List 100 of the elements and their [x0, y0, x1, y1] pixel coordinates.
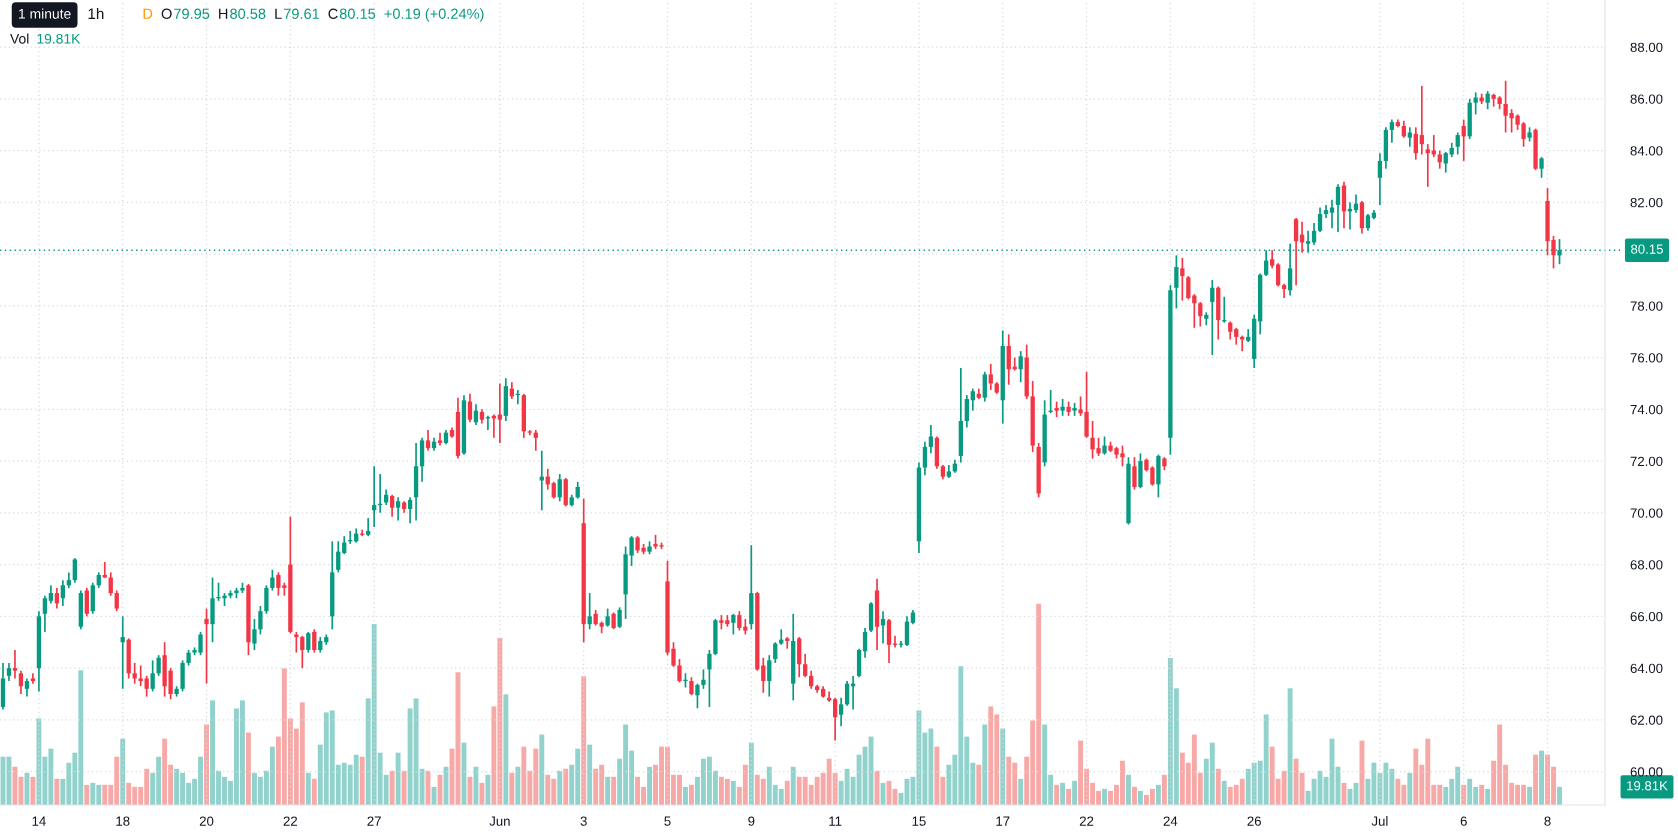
bar — [1287, 688, 1293, 805]
candlestick — [677, 658, 682, 684]
bar — [1485, 788, 1491, 805]
candlestick — [120, 615, 125, 690]
annotation: +0.19 (+0.24%) — [384, 8, 484, 22]
candlestick — [306, 631, 311, 654]
bar — [581, 676, 587, 805]
candlestick — [389, 493, 395, 518]
x-tick-label: 8 — [1544, 816, 1551, 826]
candlestick — [1210, 279, 1215, 356]
x-tick-label: 18 — [116, 816, 130, 826]
x-tick-label: Jun — [489, 816, 510, 826]
candlestick — [1473, 91, 1478, 116]
candlestick — [258, 605, 263, 636]
candlestick — [1305, 229, 1311, 254]
candlestick — [1102, 435, 1107, 456]
x-tick-label: Jul — [1371, 816, 1388, 826]
x-tick-label: 15 — [912, 816, 926, 826]
candlestick — [144, 675, 149, 698]
bar — [1533, 754, 1539, 805]
candlestick — [48, 584, 54, 605]
bar — [473, 766, 479, 805]
x-tick-label: 11 — [829, 816, 842, 826]
candlestick — [1437, 149, 1442, 170]
x-tick-label: 27 — [367, 816, 381, 826]
candlestick — [964, 394, 969, 429]
text: 19.81K — [1627, 781, 1668, 791]
bar — [1407, 772, 1413, 805]
bar — [784, 780, 790, 805]
candlestick — [533, 429, 538, 452]
candlestick — [102, 561, 107, 579]
candlestick — [30, 672, 36, 685]
candlestick — [1018, 350, 1023, 384]
candlestick — [1132, 456, 1137, 491]
bar — [204, 724, 209, 805]
candlestick — [1539, 156, 1544, 179]
bar — [790, 766, 796, 805]
candlestick — [1329, 198, 1335, 230]
candlestick — [150, 659, 155, 693]
candlestick — [982, 371, 987, 403]
candlestick — [300, 634, 305, 669]
candlestick — [42, 594, 48, 633]
annotation: 1 minute — [19, 8, 71, 19]
bar — [245, 732, 251, 805]
candlestick — [425, 429, 431, 452]
annotation: O — [161, 8, 172, 19]
candlestick — [467, 392, 473, 424]
bar — [395, 752, 401, 805]
candlestick — [6, 662, 12, 682]
candlestick — [12, 649, 18, 680]
y-tick-label: 70.00 — [1630, 508, 1663, 518]
bar — [982, 724, 988, 805]
y-tick-label: 84.00 — [1630, 146, 1663, 156]
candlestick — [138, 664, 143, 688]
candlestick — [539, 449, 544, 512]
candlestick — [336, 540, 341, 574]
bar — [311, 778, 317, 805]
candlestick — [1293, 217, 1299, 286]
annotation: Vol — [10, 33, 29, 44]
candlestick — [156, 654, 161, 677]
candlestick — [832, 697, 838, 742]
annotation: 80.58 — [230, 8, 266, 19]
candlestick — [862, 627, 868, 659]
candlestick — [1389, 118, 1395, 144]
candlestick — [407, 496, 413, 525]
bar — [401, 770, 407, 805]
y-tick-label: 66.00 — [1630, 611, 1663, 622]
bar — [1066, 788, 1072, 805]
candlestick — [689, 676, 694, 697]
candlestick — [970, 387, 975, 412]
candlestick — [437, 431, 443, 447]
y-tick-label: 88.00 — [1630, 42, 1663, 52]
bar — [1539, 750, 1544, 805]
candlestick — [1335, 183, 1341, 233]
y-tick-label: 68.00 — [1630, 560, 1663, 570]
candlestick — [60, 579, 66, 607]
bar — [1102, 788, 1107, 805]
candlestick — [1269, 249, 1275, 270]
annotation: 79.61 — [284, 8, 320, 19]
bar — [479, 782, 485, 805]
x-tick-label: 9 — [748, 816, 755, 826]
bar — [539, 734, 545, 805]
x-tick-label: 22 — [1079, 816, 1094, 826]
bar — [611, 776, 617, 805]
candlestick — [108, 571, 113, 597]
bar — [730, 780, 736, 805]
bar — [120, 738, 126, 805]
candlestick — [204, 607, 209, 685]
annotation: D — [143, 8, 153, 19]
bar — [748, 742, 754, 805]
candlestick — [587, 592, 592, 631]
candlestick — [1485, 90, 1490, 111]
annotation: 80.15 — [339, 8, 376, 19]
candlestick — [1198, 301, 1203, 328]
candlestick — [1419, 85, 1424, 156]
y-tick-label: 72.00 — [1630, 456, 1663, 467]
candlestick — [785, 636, 790, 650]
candlestick — [1443, 151, 1448, 174]
bar — [1479, 784, 1485, 805]
candlestick — [1186, 275, 1191, 301]
